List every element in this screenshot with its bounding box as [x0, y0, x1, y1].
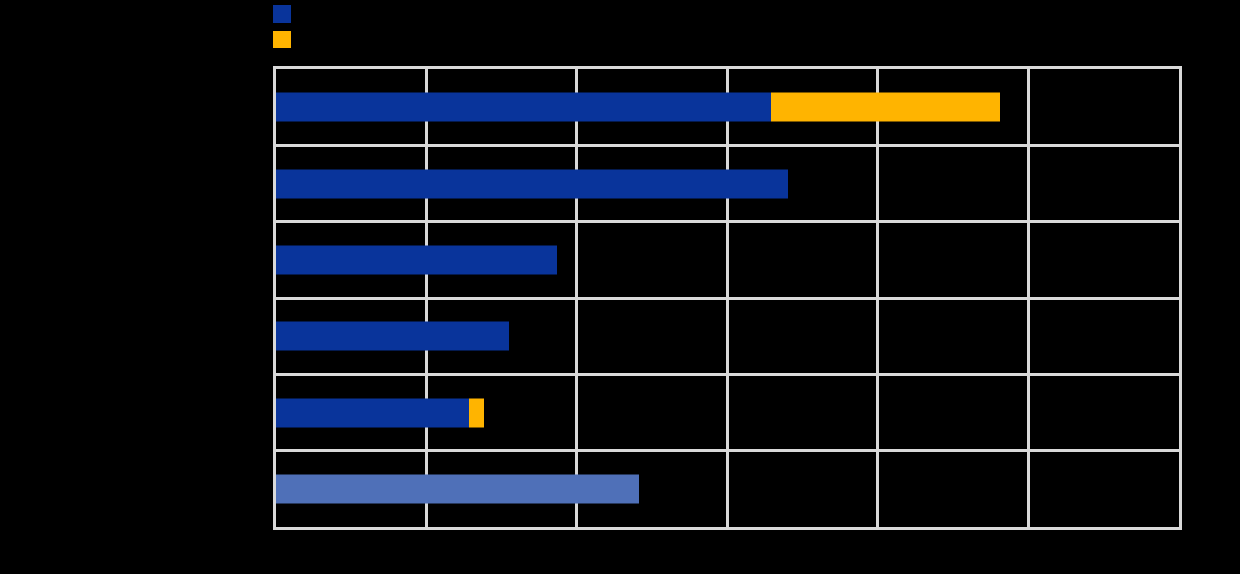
bar-row [276, 93, 1179, 122]
bar-row [276, 474, 1179, 503]
bar-segment-series-1 [276, 245, 557, 274]
bar-segment-series-2 [469, 398, 484, 427]
bar-row [276, 398, 1179, 427]
bar-row [276, 169, 1179, 198]
horizontal-gridline [276, 220, 1179, 223]
horizontal-gridline [276, 449, 1179, 452]
legend-swatch-series-1 [273, 5, 291, 23]
bar-row [276, 322, 1179, 351]
bar-segment-series-1 [276, 398, 469, 427]
bar-segment-series-1 [276, 322, 509, 351]
bar-segment-other [276, 474, 639, 503]
bar-segment-series-2 [771, 93, 1000, 122]
legend-item-series-2 [273, 31, 291, 48]
horizontal-gridline [276, 297, 1179, 300]
chart-canvas [0, 0, 1240, 574]
horizontal-gridline [276, 144, 1179, 147]
bar-segment-series-1 [276, 169, 788, 198]
plot-area [273, 66, 1182, 530]
legend-item-series-1 [273, 5, 291, 23]
legend-swatch-series-2 [273, 31, 291, 48]
bar-row [276, 245, 1179, 274]
horizontal-gridline [276, 373, 1179, 376]
bar-segment-series-1 [276, 93, 771, 122]
chart-legend [273, 5, 291, 48]
